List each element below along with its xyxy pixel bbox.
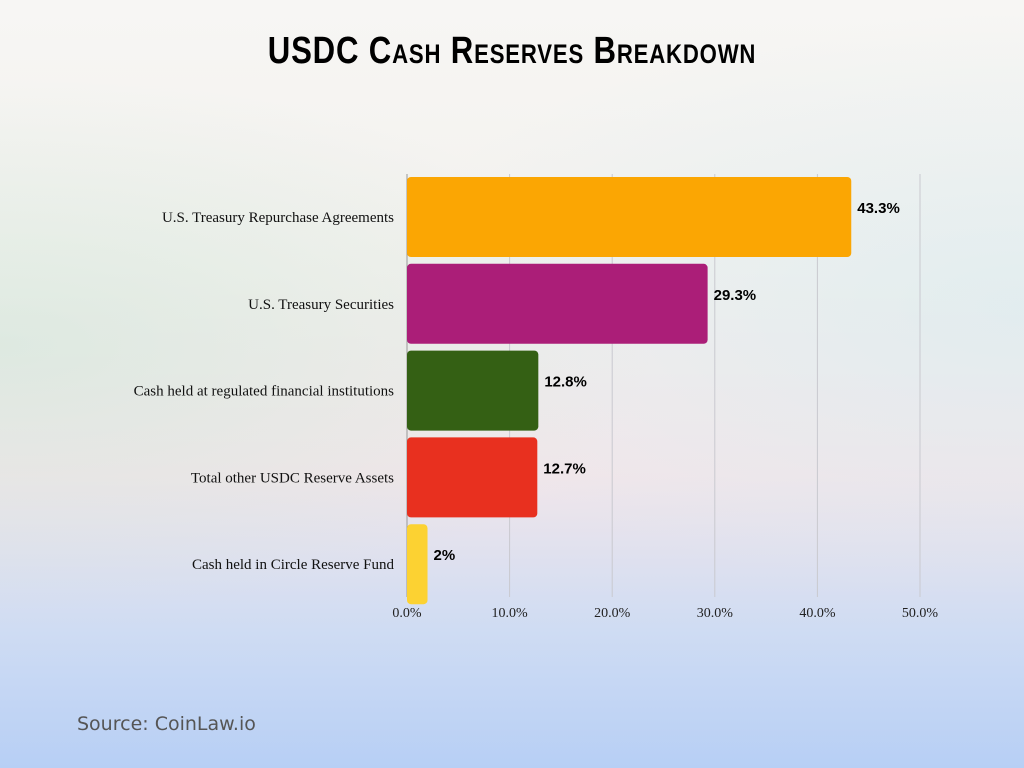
category-label: U.S. Treasury Repurchase Agreements [162,210,394,226]
source-text: Source: CoinLaw.io [77,713,256,735]
category-label: Total other USDC Reserve Assets [191,470,394,486]
x-tick-label: 50.0% [902,606,939,621]
x-tick-label: 30.0% [697,606,734,621]
data-label: 12.8% [544,374,587,391]
x-tick-label: 0.0% [392,606,422,621]
data-label: 43.3% [857,200,900,217]
bar [407,263,708,344]
data-label: 12.7% [543,460,586,477]
category-label: Cash held at regulated financial institu… [134,384,395,400]
bar [407,437,538,518]
category-label: Cash held in Circle Reserve Fund [192,557,395,573]
data-label: 2% [434,547,456,564]
x-tick-label: 40.0% [799,606,836,621]
category-label: U.S. Treasury Securities [248,297,394,313]
chart-title: USDC Cash Reserves Breakdown [267,30,757,72]
data-label: 29.3% [714,287,757,304]
bar [407,524,428,605]
x-tick-label: 10.0% [492,606,529,621]
x-tick-label: 20.0% [594,606,631,621]
bar [407,177,852,257]
bar [407,350,539,431]
